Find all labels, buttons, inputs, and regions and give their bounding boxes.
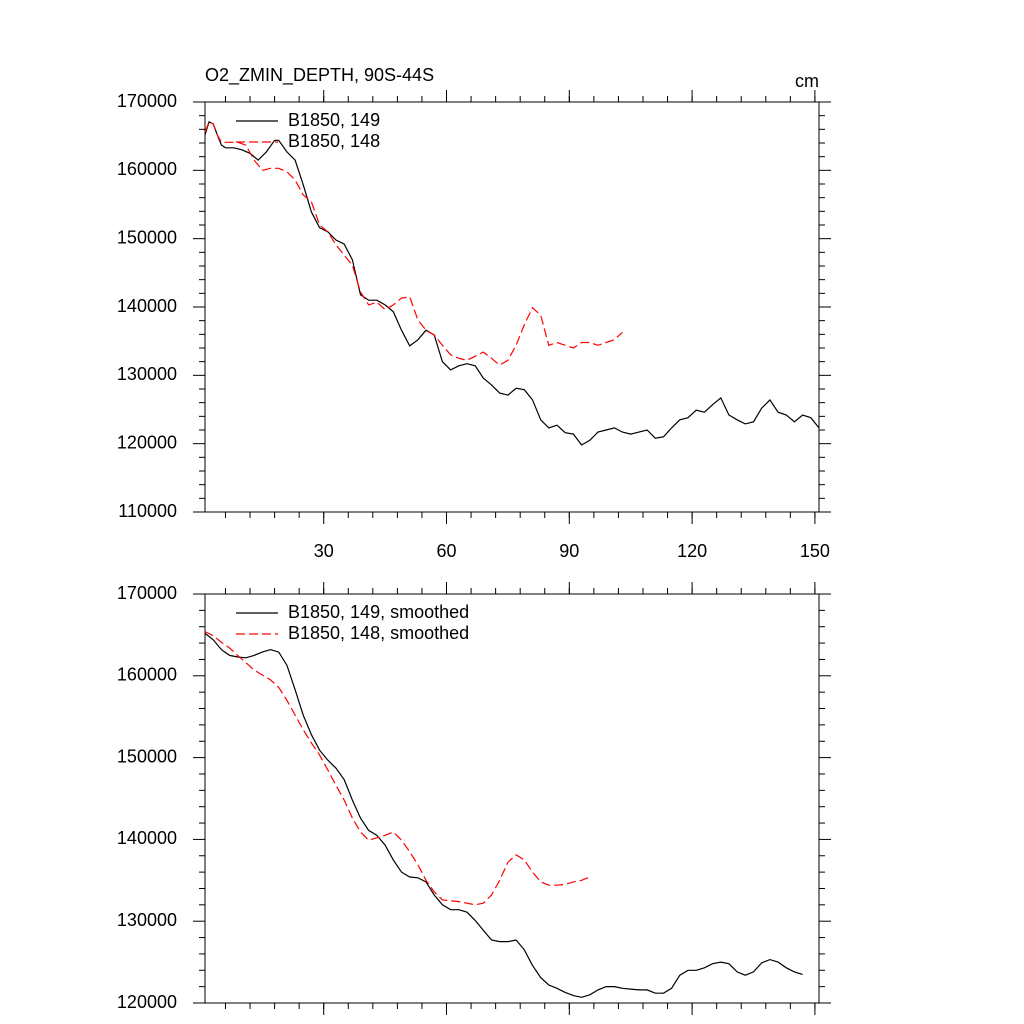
y-tick-label: 140000 bbox=[117, 296, 177, 316]
y-tick-label: 160000 bbox=[117, 665, 177, 685]
plot-frame bbox=[204, 101, 820, 513]
series-line bbox=[204, 631, 591, 906]
series-line bbox=[204, 120, 820, 446]
y-tick-label: 120000 bbox=[117, 992, 177, 1012]
series-line bbox=[204, 120, 623, 366]
x-tick-label: 90 bbox=[559, 541, 579, 561]
legend-label: B1850, 148 bbox=[288, 131, 380, 151]
y-tick-label: 130000 bbox=[117, 910, 177, 930]
chart-title: O2_ZMIN_DEPTH, 90S-44S bbox=[205, 65, 434, 86]
y-tick-label: 150000 bbox=[117, 746, 177, 766]
legend-label: B1850, 148, smoothed bbox=[288, 623, 469, 643]
y-tick-label: 160000 bbox=[117, 159, 177, 179]
units-label: cm bbox=[795, 71, 819, 91]
legend-label: B1850, 149, smoothed bbox=[288, 602, 469, 622]
x-tick-label: 150 bbox=[800, 541, 830, 561]
y-tick-label: 140000 bbox=[117, 828, 177, 848]
x-tick-label: 120 bbox=[677, 541, 707, 561]
x-tick-label: 30 bbox=[314, 541, 334, 561]
y-tick-label: 130000 bbox=[117, 364, 177, 384]
series-line bbox=[204, 632, 803, 998]
y-tick-label: 150000 bbox=[117, 227, 177, 247]
y-tick-label: 120000 bbox=[117, 432, 177, 452]
legend-label: B1850, 149 bbox=[288, 110, 380, 130]
plot-frame bbox=[204, 593, 820, 1004]
y-tick-label: 170000 bbox=[117, 91, 177, 111]
y-tick-label: 110000 bbox=[118, 501, 177, 521]
x-tick-label: 60 bbox=[436, 541, 456, 561]
y-tick-label: 170000 bbox=[117, 583, 177, 603]
